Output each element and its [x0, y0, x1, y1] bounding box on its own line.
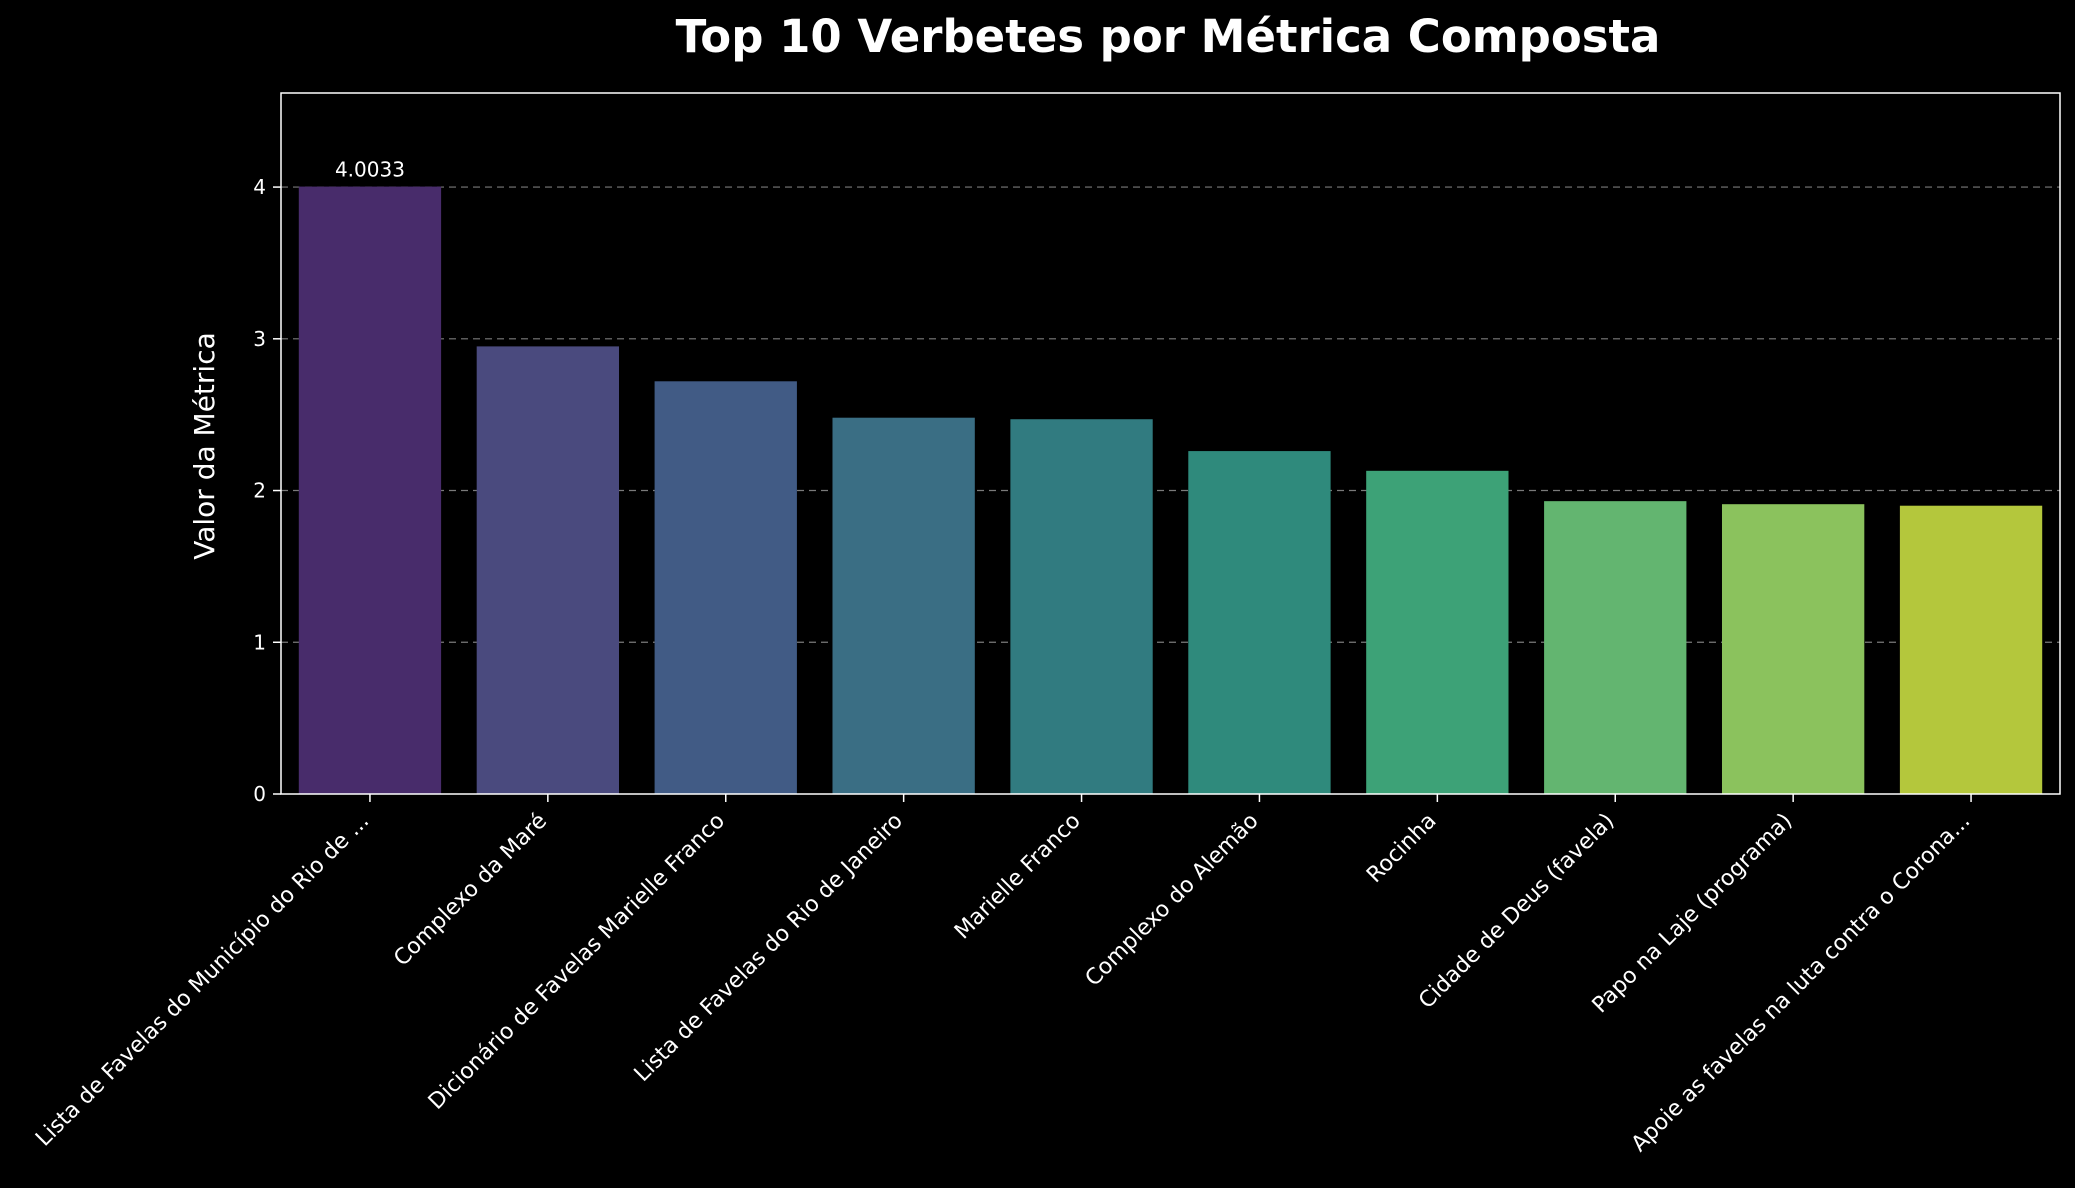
x-tick-label-9: Papo na Laje (programa) [1588, 809, 1798, 1019]
data-label-1: 4.0033 [335, 158, 405, 182]
x-tick-label-6: Complexo do Alemão [1081, 809, 1264, 992]
bar-6 [1188, 451, 1331, 794]
x-tick-label-2: Complexo da Maré [389, 809, 552, 972]
bar-2 [476, 346, 620, 794]
bar-3 [654, 381, 797, 794]
x-tick-label-3: Dicionário de Favelas Marielle Franco [424, 809, 730, 1115]
y-tick-label-1: 1 [253, 630, 266, 654]
bar-8 [1544, 501, 1687, 794]
y-tick-label-3: 3 [253, 327, 266, 351]
bar-1 [298, 186, 442, 794]
x-tick-label-8: Cidade de Deus (favela) [1414, 809, 1619, 1014]
bar-7 [1366, 470, 1509, 794]
bar-10 [1899, 505, 2043, 794]
x-tick-label-1: Lista de Favelas do Município do Rio de … [31, 809, 374, 1152]
x-tick-label-7: Rocinha [1362, 809, 1441, 888]
x-tick-label-10: Apoie as favelas na luta contra o Corona… [1627, 809, 1975, 1157]
y-axis-label: Valor da Métrica [188, 332, 221, 560]
bar-5 [1010, 419, 1153, 794]
y-tick-label-2: 2 [253, 479, 266, 503]
bars [298, 186, 2043, 794]
chart-title: Top 10 Verbetes por Métrica Composta [676, 10, 1661, 63]
bar-9 [1721, 504, 1865, 794]
y-tick-label-4: 4 [253, 175, 266, 199]
x-tick-label-5: Marielle Franco [950, 809, 1086, 945]
bar-4 [832, 417, 975, 794]
plot-frame [280, 92, 2061, 795]
y-tick-label-0: 0 [253, 782, 266, 806]
axes [273, 92, 2061, 802]
